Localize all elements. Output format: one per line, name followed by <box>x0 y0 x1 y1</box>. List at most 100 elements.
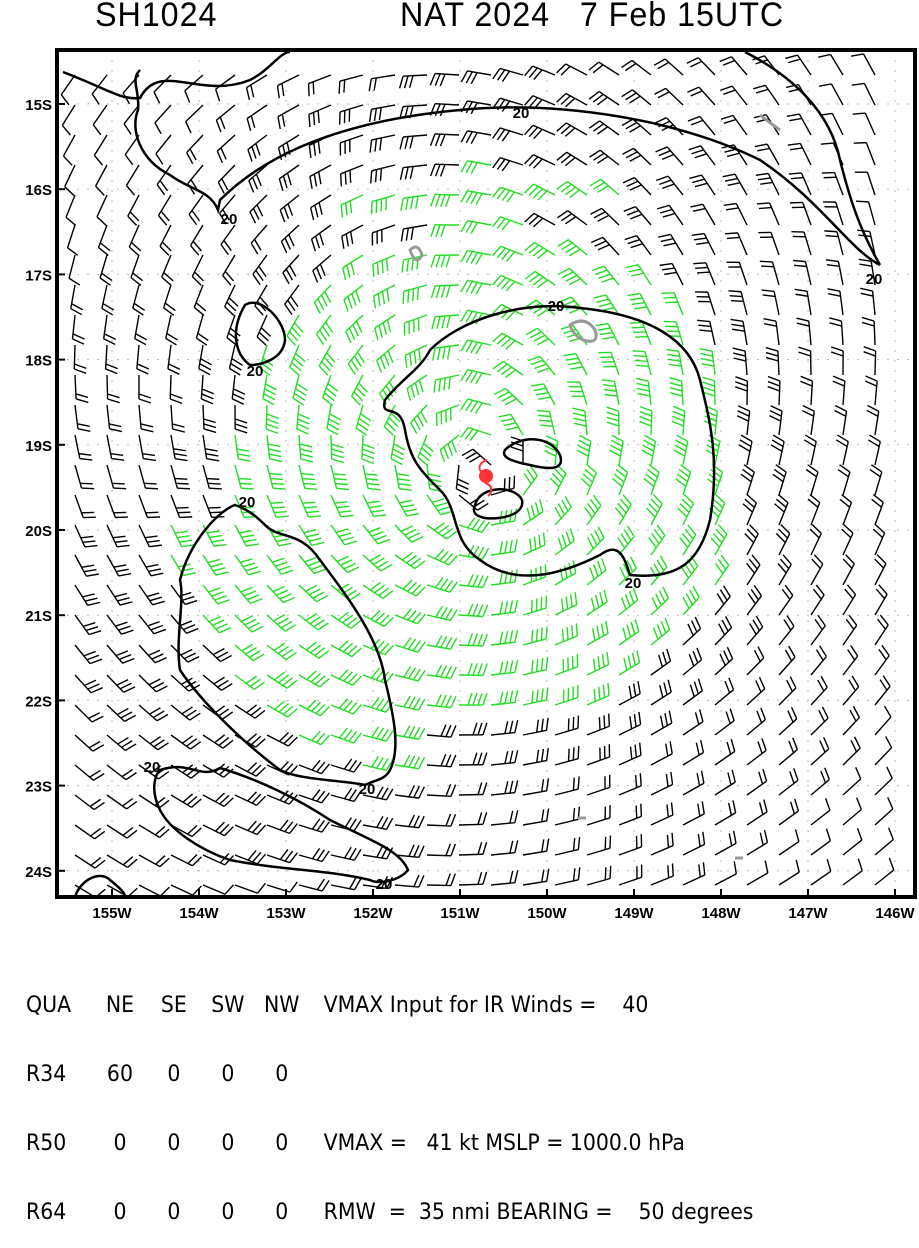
wind-barb <box>299 760 329 773</box>
wind-barb <box>680 525 696 555</box>
wind-barb <box>331 759 361 772</box>
wind-barb <box>299 435 313 462</box>
wind-barb <box>331 612 361 628</box>
wind-barb <box>799 347 811 375</box>
wind-barb <box>139 405 153 432</box>
wind-barb <box>187 135 203 164</box>
wind-barb <box>779 616 794 645</box>
wind-barb <box>747 738 766 765</box>
wind-barb <box>129 225 140 255</box>
wind-barb <box>97 195 107 225</box>
wind-barb <box>316 315 332 345</box>
wind-barb <box>235 465 254 489</box>
wind-barb <box>75 555 99 576</box>
wind-barb <box>459 663 487 675</box>
wind-barb <box>525 125 555 138</box>
rmw-bearing-text: RMW = 35 nmi BEARING = 50 degrees <box>324 1201 754 1224</box>
wind-barb <box>651 772 673 795</box>
wind-barb <box>171 615 198 633</box>
cell: 0 <box>147 1132 201 1155</box>
wind-barb <box>203 435 219 461</box>
wind-barb <box>327 405 341 435</box>
wind-barb <box>370 135 395 153</box>
wind-barb <box>555 592 577 615</box>
wind-barb <box>728 291 747 315</box>
wind-barb <box>727 262 747 285</box>
wind-barb <box>340 135 363 155</box>
wind-barb <box>525 213 555 226</box>
wind-barb <box>557 211 587 225</box>
wind-barb <box>395 696 425 710</box>
wind-barb <box>550 465 566 495</box>
wind-barb <box>128 195 139 225</box>
wind-barb <box>400 135 427 149</box>
wind-barb <box>235 555 261 575</box>
wind-barb <box>747 708 765 735</box>
wind-barb <box>343 255 363 280</box>
wind-barb <box>741 465 754 495</box>
wind-barb <box>715 770 735 795</box>
wind-map: 20 20 20 20 20 20 20 20 20 20 15S16S17S1… <box>0 0 919 920</box>
lon-label: 151W <box>440 905 480 920</box>
contour-label: 20 <box>239 494 256 511</box>
wind-barb <box>649 525 665 555</box>
wind-barb <box>267 733 297 746</box>
wind-barb <box>75 735 104 751</box>
wind-barb <box>331 728 361 743</box>
wind-barb <box>811 829 830 855</box>
wind-barb <box>491 690 518 705</box>
wind-barb <box>96 165 107 195</box>
wind-barb <box>656 176 683 195</box>
wind-barb <box>255 285 268 315</box>
wind-barb <box>311 195 331 220</box>
wind-barb <box>587 775 610 795</box>
wind-barb <box>661 293 683 315</box>
wind-barb <box>299 731 329 744</box>
row-label: R34 <box>26 1063 93 1086</box>
wind-barb <box>491 660 518 675</box>
wind-barb <box>431 285 459 298</box>
wind-barb <box>427 754 456 766</box>
wind-barb <box>107 705 136 721</box>
wind-barb <box>461 221 491 234</box>
wind-barb <box>400 165 427 180</box>
cell: 0 <box>93 1201 147 1224</box>
wind-barb <box>523 596 546 615</box>
wind-barb <box>139 375 151 403</box>
wind-barb <box>822 173 843 195</box>
wind-barb <box>619 773 641 795</box>
wind-barb <box>75 825 105 839</box>
cell: 0 <box>255 1063 309 1086</box>
wind-barb <box>636 379 651 405</box>
wind-barb <box>779 707 797 735</box>
wind-barb <box>592 266 619 285</box>
wind-barb <box>779 799 798 825</box>
wind-barb <box>459 518 489 533</box>
wind-barb <box>612 465 627 495</box>
wind-barb <box>683 771 704 795</box>
wind-barb <box>400 75 427 88</box>
wind-barb <box>651 587 668 615</box>
wind-barb <box>310 165 331 189</box>
wind-barb <box>494 388 523 405</box>
wind-barb <box>427 606 457 620</box>
wind-barb <box>555 837 580 855</box>
wind-barb <box>875 585 887 615</box>
wind-barb <box>870 465 882 495</box>
contour-label: 20 <box>221 211 238 228</box>
lat-label: 22S <box>25 693 52 710</box>
wind-barb <box>139 495 160 517</box>
wind-barb <box>683 586 699 615</box>
wind-barb <box>619 650 640 675</box>
wind-barb <box>185 75 203 102</box>
wind-barb <box>107 495 128 518</box>
wind-barb <box>363 495 386 517</box>
wind-barb <box>75 765 104 780</box>
wind-barb <box>779 829 799 855</box>
wind-barb <box>430 74 459 86</box>
wind-barb <box>555 529 574 555</box>
wind-barb <box>395 525 423 542</box>
wind-barb <box>523 500 543 525</box>
wind-barb <box>171 705 200 720</box>
